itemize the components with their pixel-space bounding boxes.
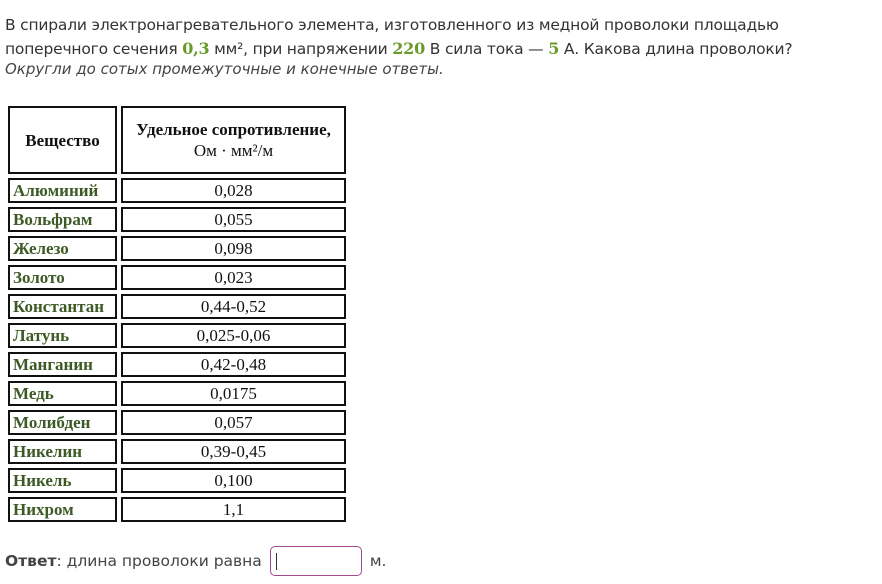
- hint-text: Округли до сотых промежуточные и конечны…: [5, 60, 444, 78]
- resistivity-value: 0,44-0,52: [121, 294, 346, 319]
- voltage-value: 220: [392, 39, 426, 58]
- resistivity-value: 0,39-0,45: [121, 439, 346, 464]
- resistivity-value: 0,100: [121, 468, 346, 493]
- substance-name: Вольфрам: [8, 207, 117, 232]
- question-part: В спирали электронагревательного элемент…: [5, 16, 779, 58]
- substance-name: Латунь: [8, 323, 117, 348]
- table-row: Константан 0,44-0,52: [8, 294, 346, 319]
- current-value: 5: [548, 39, 560, 58]
- table-row: Молибден 0,057: [8, 410, 346, 435]
- substance-name: Нихром: [8, 497, 117, 522]
- table-row: Никель 0,100: [8, 468, 346, 493]
- resistivity-value: 1,1: [121, 497, 346, 522]
- table-row: Золото 0,023: [8, 265, 346, 290]
- table-row: Латунь 0,025-0,06: [8, 323, 346, 348]
- table-row: Никелин 0,39-0,45: [8, 439, 346, 464]
- header-substance: Вещество: [8, 106, 117, 174]
- substance-name: Алюминий: [8, 178, 117, 203]
- resistivity-value: 0,057: [121, 410, 346, 435]
- question-part: мм², при напряжении: [209, 40, 393, 58]
- table-row: Нихром 1,1: [8, 497, 346, 522]
- table-row: Манганин 0,42-0,48: [8, 352, 346, 377]
- question-part: В сила тока —: [425, 40, 549, 58]
- resistivity-value: 0,098: [121, 236, 346, 261]
- answer-row: Ответ: длина проволоки равна м.: [5, 546, 386, 576]
- substance-name: Константан: [8, 294, 117, 319]
- table-row: Железо 0,098: [8, 236, 346, 261]
- substance-name: Никель: [8, 468, 117, 493]
- substance-name: Молибден: [8, 410, 117, 435]
- resistivity-value: 0,42-0,48: [121, 352, 346, 377]
- substance-name: Манганин: [8, 352, 117, 377]
- resistivity-value: 0,025-0,06: [121, 323, 346, 348]
- table-row: Вольфрам 0,055: [8, 207, 346, 232]
- answer-text: : длина проволоки равна: [56, 552, 262, 570]
- resistivity-value: 0,028: [121, 178, 346, 203]
- table-row: Алюминий 0,028: [8, 178, 346, 203]
- resistivity-value: 0,055: [121, 207, 346, 232]
- table-header-row: Вещество Удельное сопротивление, Ом · мм…: [8, 106, 346, 174]
- answer-unit: м.: [369, 552, 387, 570]
- resistivity-value: 0,023: [121, 265, 346, 290]
- question-text: В спирали электронагревательного элемент…: [5, 14, 875, 61]
- answer-label: Ответ: [5, 552, 57, 570]
- substance-name: Медь: [8, 381, 117, 406]
- question-part: А. Какова длина проволоки?: [559, 40, 793, 58]
- substance-name: Никелин: [8, 439, 117, 464]
- resistivity-table: Вещество Удельное сопротивление, Ом · мм…: [4, 102, 350, 526]
- table-row: Медь 0,0175: [8, 381, 346, 406]
- substance-name: Железо: [8, 236, 117, 261]
- substance-name: Золото: [8, 265, 117, 290]
- resistivity-value: 0,0175: [121, 381, 346, 406]
- header-resistivity-label: Удельное сопротивление,: [136, 120, 331, 139]
- answer-input[interactable]: [269, 546, 362, 576]
- header-resistivity: Удельное сопротивление, Ом · мм²/м: [121, 106, 346, 174]
- area-value: 0,3: [182, 39, 210, 58]
- header-resistivity-unit: Ом · мм²/м: [193, 141, 274, 160]
- text-caret: [275, 553, 277, 570]
